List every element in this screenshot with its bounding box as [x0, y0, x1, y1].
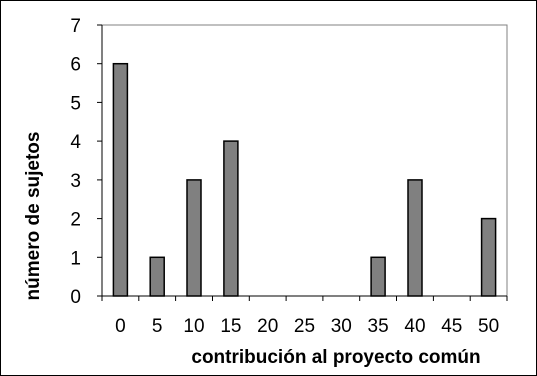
bar-5	[149, 256, 165, 297]
y-tick-label: 6	[70, 55, 81, 76]
x-tick-label: 15	[220, 316, 241, 337]
x-tick-label: 35	[368, 316, 389, 337]
y-tick-label: 3	[70, 171, 81, 192]
x-tick-label: 40	[404, 316, 425, 337]
x-tick-label: 25	[294, 316, 315, 337]
y-axis-title: número de sujetos	[23, 132, 44, 301]
x-tick-label: 45	[441, 316, 462, 337]
x-tick-label: 50	[478, 316, 499, 337]
bar-50	[480, 217, 497, 297]
x-tick-label: 5	[152, 316, 163, 337]
x-axis-title: contribución al proyecto común	[191, 347, 480, 368]
x-tick-label: 20	[257, 316, 278, 337]
bar-0	[112, 62, 129, 297]
plot-frame	[101, 24, 508, 297]
y-tick-label: 0	[70, 287, 81, 308]
y-tick-label: 2	[70, 210, 81, 231]
bar-35	[370, 256, 386, 297]
x-tick-label: 0	[115, 316, 126, 337]
bar-40	[407, 179, 423, 297]
y-tick-label: 7	[70, 16, 81, 37]
y-tick-label: 1	[70, 248, 81, 269]
bars-layer	[112, 62, 497, 297]
x-tick-label: 10	[183, 316, 204, 337]
bar-10	[186, 179, 202, 297]
y-tick-label: 4	[70, 132, 81, 153]
y-tick-label: 5	[70, 93, 81, 114]
x-tick-label: 30	[331, 316, 352, 337]
bar-15	[223, 140, 239, 297]
